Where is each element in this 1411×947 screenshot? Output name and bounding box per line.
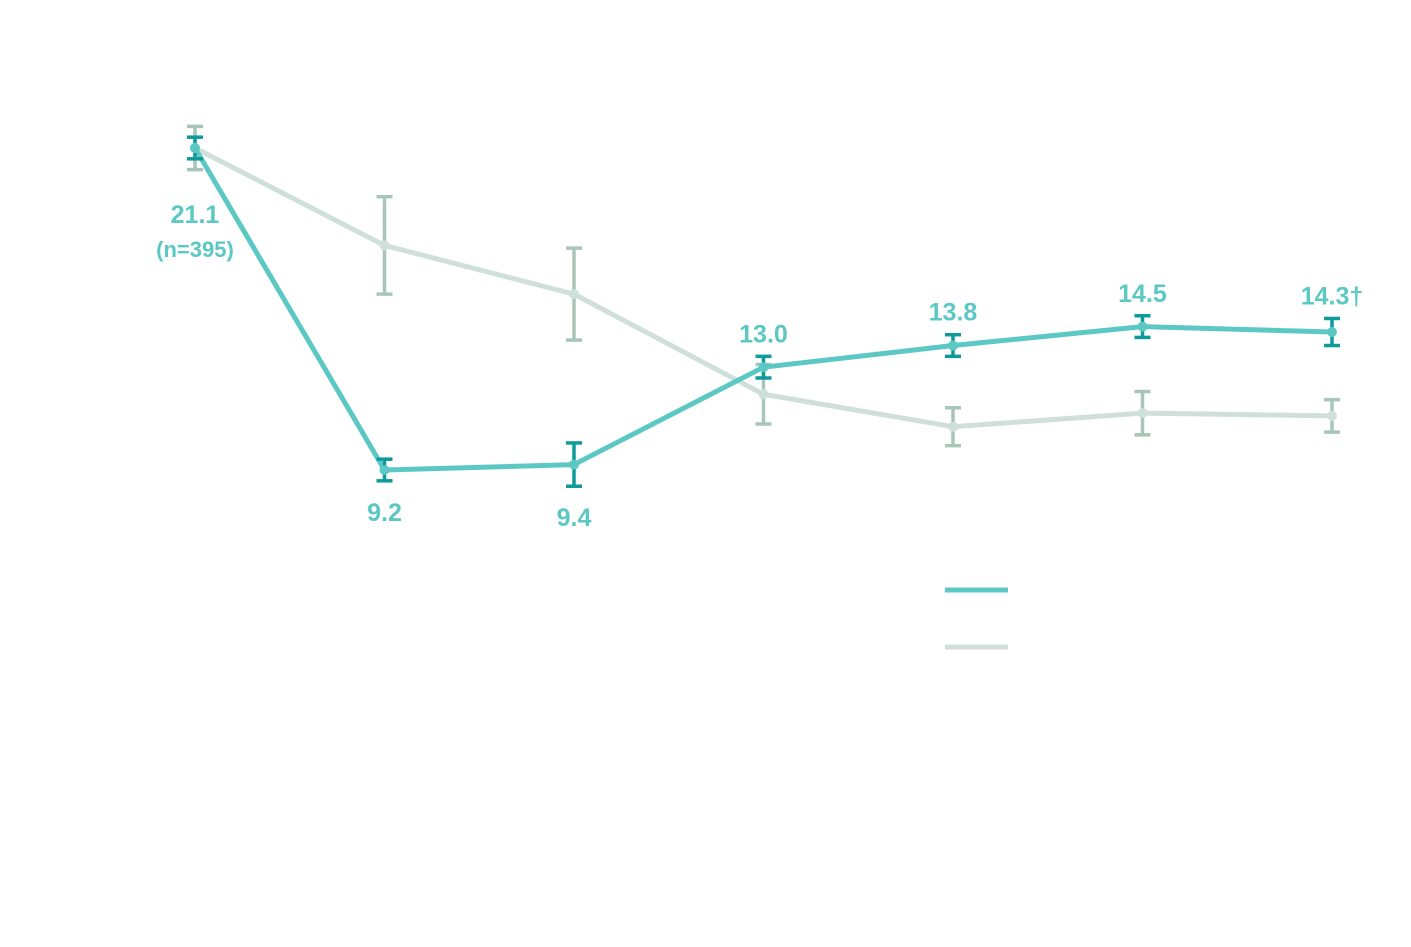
- data-point: [1327, 410, 1337, 421]
- data-point: [379, 465, 390, 475]
- data-point: [190, 143, 200, 153]
- data-label: 14.3†: [1301, 282, 1364, 310]
- data-point: [758, 389, 769, 400]
- data-label: 21.1: [171, 201, 220, 229]
- data-point: [758, 362, 769, 373]
- data-point: [948, 421, 958, 432]
- data-label: 9.2: [367, 499, 402, 527]
- data-point: [948, 340, 958, 351]
- legend: [945, 587, 1008, 650]
- data-point: [569, 459, 579, 470]
- data-label: 13.8: [929, 299, 978, 327]
- data-label: 14.5: [1118, 280, 1167, 308]
- data-point: [569, 289, 579, 300]
- data-sublabel: (n=395): [156, 237, 234, 262]
- data-point: [1327, 327, 1337, 337]
- data-point: [1137, 321, 1148, 332]
- data-point: [1137, 408, 1148, 419]
- data-point: [379, 240, 390, 251]
- data-label: 13.0: [739, 320, 788, 348]
- data-label: 9.4: [557, 504, 592, 532]
